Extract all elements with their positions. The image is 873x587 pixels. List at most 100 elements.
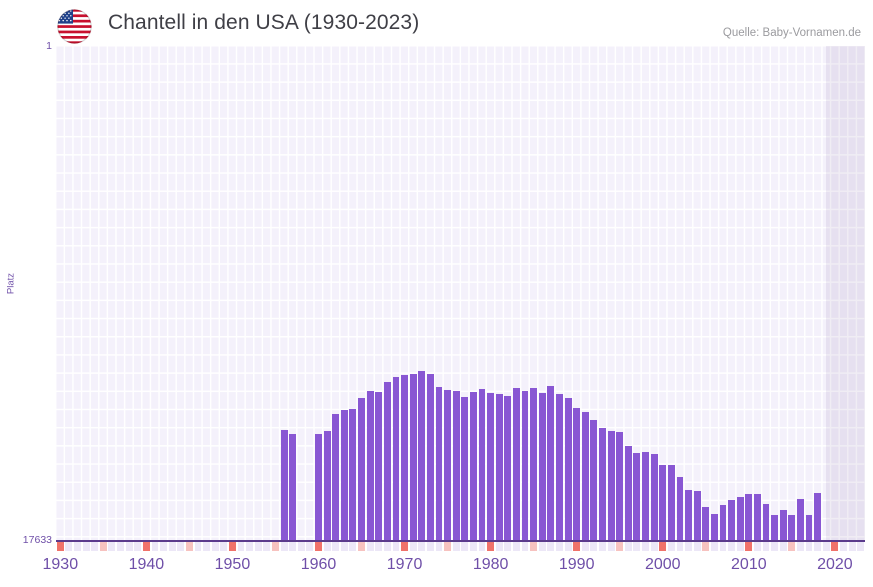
bar-1963 [340, 410, 348, 541]
x-tick-1939 [134, 542, 142, 551]
x-tick-1976 [452, 542, 460, 551]
bar-1960 [315, 434, 322, 541]
x-tick-2018 [814, 542, 822, 551]
x-tick-1945 [185, 542, 193, 551]
x-tick-2007 [719, 542, 727, 551]
x-tick-1955 [272, 542, 279, 551]
x-axis-label-1990: 1990 [558, 556, 595, 573]
x-tick-1953 [254, 542, 262, 551]
bar-2014 [779, 510, 787, 541]
plot-area [56, 46, 865, 541]
bar-2011 [753, 494, 761, 541]
x-tick-1951 [237, 542, 245, 551]
bar-1973 [426, 374, 434, 541]
x-tick-2020 [831, 542, 839, 551]
bar-2005 [702, 507, 710, 541]
x-tick-2011 [753, 542, 761, 551]
bar-2018 [814, 493, 822, 541]
x-tick-2016 [797, 542, 804, 551]
x-axis-label-1980: 1980 [472, 556, 509, 573]
bar-1991 [581, 412, 589, 541]
x-tick-1997 [633, 542, 641, 551]
x-tick-1974 [435, 542, 443, 551]
bar-1984 [521, 391, 529, 541]
x-tick-1989 [564, 542, 572, 551]
x-tick-1958 [297, 542, 305, 551]
bar-2003 [685, 490, 692, 541]
x-axis-label-1960: 1960 [300, 556, 337, 573]
x-tick-1943 [168, 542, 176, 551]
x-axis-label-1940: 1940 [128, 556, 165, 573]
x-tick-1954 [263, 542, 271, 551]
bar-1962 [332, 414, 340, 541]
page-title: Chantell in den USA (1930-2023) [108, 11, 420, 34]
x-tick-1969 [392, 542, 400, 551]
bar-1974 [435, 387, 443, 541]
x-tick-1963 [340, 542, 348, 551]
bar-1995 [616, 432, 624, 541]
x-tick-1956 [280, 542, 288, 551]
bar-1980 [487, 393, 495, 541]
x-axis-label-2020: 2020 [817, 556, 853, 573]
grid-lines [56, 46, 865, 541]
bar-1982 [504, 396, 512, 541]
bar-1969 [392, 377, 400, 541]
x-tick-2014 [779, 542, 787, 551]
x-tick-1961 [323, 542, 331, 551]
x-axis-labels: 1930 1940 1950 1960 1970 1980 1990 2000 2010 2020 [0, 556, 873, 582]
x-tick-1970 [401, 542, 408, 551]
x-tick-2019 [822, 542, 830, 551]
x-tick-1973 [426, 542, 434, 551]
x-tick-1950 [228, 542, 236, 551]
bar-1967 [375, 392, 383, 541]
x-tick-1996 [624, 542, 632, 551]
bar-1983 [512, 388, 520, 541]
bar-1989 [564, 398, 572, 541]
bar-2016 [797, 499, 804, 541]
bar-2010 [745, 494, 753, 541]
x-tick-2000 [659, 542, 667, 551]
x-tick-1952 [246, 542, 254, 551]
bar-1986 [538, 393, 546, 541]
x-tick-1932 [74, 542, 81, 551]
bar-1957 [289, 434, 297, 541]
bar-1978 [469, 392, 477, 541]
x-tick-1935 [99, 542, 107, 551]
bar-1970 [401, 375, 408, 541]
x-tick-2023 [857, 542, 865, 551]
bar-series [56, 46, 865, 541]
x-tick-1964 [349, 542, 357, 551]
bar-1979 [478, 389, 486, 541]
x-tick-1981 [495, 542, 503, 551]
bar-2009 [736, 497, 744, 541]
bar-1966 [366, 391, 374, 541]
x-tick-1940 [142, 542, 150, 551]
x-tick-1987 [547, 542, 555, 551]
bar-2007 [719, 505, 727, 541]
x-tick-2013 [771, 542, 779, 551]
x-tick-1962 [332, 542, 340, 551]
x-tick-2017 [805, 542, 813, 551]
y-axis-tick-top: 1 [46, 40, 52, 52]
x-tick-1971 [409, 542, 417, 551]
x-tick-1957 [289, 542, 297, 551]
x-tick-2004 [693, 542, 701, 551]
bar-2013 [771, 515, 779, 541]
x-tick-1968 [383, 542, 391, 551]
bar-1972 [418, 371, 426, 541]
bar-1992 [590, 420, 598, 541]
x-tick-2005 [702, 542, 710, 551]
x-tick-1931 [65, 542, 73, 551]
x-tick-1934 [91, 542, 99, 551]
bar-2004 [693, 491, 701, 541]
bar-1977 [461, 397, 469, 541]
bar-2006 [710, 514, 718, 541]
x-tick-1975 [444, 542, 452, 551]
x-tick-1942 [160, 542, 167, 551]
x-tick-1965 [358, 542, 365, 551]
x-tick-2003 [685, 542, 692, 551]
bar-1964 [349, 409, 357, 541]
x-tick-2009 [736, 542, 744, 551]
x-tick-1948 [211, 542, 219, 551]
bar-1999 [650, 454, 658, 541]
